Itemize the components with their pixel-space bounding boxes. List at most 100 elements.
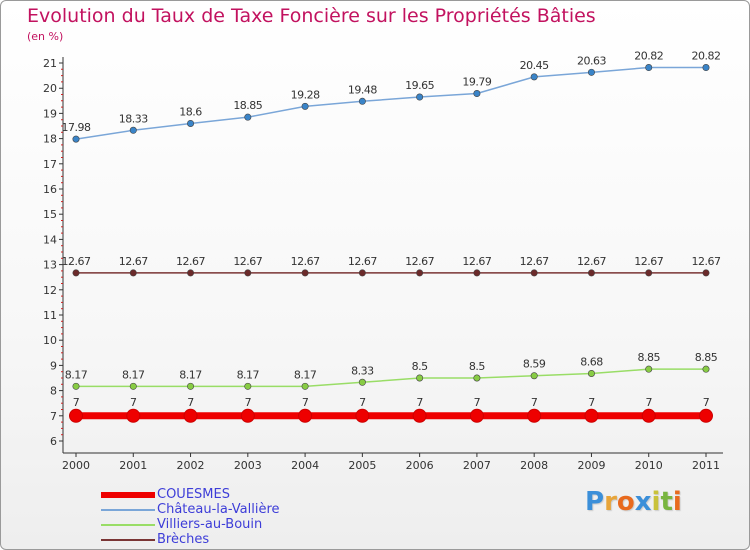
data-label: 12.67 <box>62 255 91 268</box>
logo-letter: P <box>585 487 605 517</box>
proxiti-logo: Proxiti <box>585 487 682 517</box>
point-series-2 <box>587 369 595 377</box>
point-series-3 <box>473 269 481 277</box>
x-tick-label: 2007 <box>463 459 491 472</box>
data-label: 12.67 <box>634 255 663 268</box>
point-series-2 <box>702 365 710 373</box>
data-label: 12.67 <box>692 255 721 268</box>
point-series-1 <box>416 93 424 101</box>
x-tick-label: 2005 <box>348 459 376 472</box>
y-tick-label: 13 <box>43 259 57 272</box>
data-label: 8.85 <box>695 351 718 364</box>
data-label: 12.67 <box>577 255 606 268</box>
data-label: 18.6 <box>179 105 202 118</box>
series-group <box>69 64 713 423</box>
data-label: 8.17 <box>179 368 202 381</box>
data-label: 17.98 <box>62 121 91 134</box>
y-tick-label: 10 <box>43 334 57 347</box>
y-tick-label: 8 <box>50 385 57 398</box>
point-series-3 <box>72 269 80 277</box>
point-series-1 <box>702 64 710 72</box>
point-series-2 <box>530 372 538 380</box>
point-couesmes <box>183 408 198 423</box>
data-label: 8.33 <box>351 364 374 377</box>
point-series-3 <box>702 269 710 277</box>
data-label: 12.67 <box>176 255 205 268</box>
point-couesmes <box>699 408 713 423</box>
data-label: 12.67 <box>291 255 320 268</box>
x-tick-label: 2006 <box>406 459 434 472</box>
logo-letter: r <box>604 487 617 517</box>
legend-swatch-couesmes <box>101 491 155 498</box>
point-series-3 <box>301 269 309 277</box>
data-label: 7 <box>703 396 710 409</box>
point-series-1 <box>244 113 252 121</box>
data-label: 8.17 <box>65 368 88 381</box>
legend-label-villiers: Villiers-au-Bouin <box>157 517 263 532</box>
x-tick-label: 2002 <box>177 459 205 472</box>
legend-item-villiers: Villiers-au-Bouin <box>101 517 280 532</box>
point-series-2 <box>72 382 80 390</box>
point-series-3 <box>530 269 538 277</box>
series-line-2 <box>76 368 706 388</box>
point-couesmes <box>412 408 427 423</box>
y-tick-label: 14 <box>43 233 57 246</box>
point-series-3 <box>129 269 137 277</box>
series-line-1 <box>75 66 706 140</box>
data-label: 20.82 <box>692 50 721 63</box>
point-couesmes <box>298 408 313 423</box>
data-label: 7 <box>416 396 423 409</box>
x-tick-label: 2003 <box>234 459 262 472</box>
y-tick-label: 6 <box>50 435 57 448</box>
x-tick-label: 2004 <box>291 459 319 472</box>
logo-letter: x <box>634 487 652 517</box>
point-couesmes <box>240 408 255 423</box>
data-label: 7 <box>474 396 481 409</box>
data-label: 8.17 <box>294 368 317 381</box>
data-label: 7 <box>187 396 194 409</box>
data-label: 20.45 <box>520 59 549 72</box>
point-couesmes <box>69 408 83 423</box>
point-series-3 <box>187 269 195 277</box>
data-label: 8.17 <box>237 368 260 381</box>
data-label: 7 <box>531 396 538 409</box>
x-tick-label: 2009 <box>577 459 605 472</box>
data-label: 12.67 <box>348 255 377 268</box>
data-label: 20.63 <box>577 54 606 67</box>
point-couesmes <box>355 408 370 423</box>
point-series-1 <box>72 135 80 143</box>
point-series-2 <box>645 365 653 373</box>
y-tick-label: 11 <box>43 309 57 322</box>
y-tick-label: 12 <box>43 284 57 297</box>
data-label: 12.67 <box>119 255 148 268</box>
legend-swatch-breches <box>101 538 155 541</box>
point-series-2 <box>358 378 366 386</box>
logo-letter: i <box>672 487 682 517</box>
point-series-1 <box>358 97 366 105</box>
point-series-2 <box>129 382 137 390</box>
point-series-2 <box>301 382 309 390</box>
point-series-2 <box>187 382 195 390</box>
y-tick-label: 7 <box>50 410 57 423</box>
data-label: 8.68 <box>580 355 603 368</box>
legend-item-chateau: Château-la-Vallière <box>101 502 280 517</box>
point-series-3 <box>416 269 424 277</box>
data-label: 8.5 <box>469 360 485 373</box>
data-label: 19.48 <box>348 83 377 96</box>
point-series-3 <box>587 269 595 277</box>
point-couesmes <box>584 408 599 423</box>
point-couesmes <box>641 408 656 423</box>
logo-letter: o <box>616 487 635 517</box>
point-couesmes <box>469 408 484 423</box>
data-labels: 17.98 18.33 18.6 18.85 19.28 19.48 19.65 19.79 2… <box>62 50 722 409</box>
x-tick-label: 2000 <box>62 459 90 472</box>
data-label: 8.59 <box>523 358 546 371</box>
point-series-1 <box>473 89 481 97</box>
y-tick-label: 21 <box>43 57 57 70</box>
axes: 6 7 8 9 10 11 12 13 14 15 16 17 18 19 20 21 2000 2001 2002… <box>43 57 723 472</box>
legend-label-couesmes: COUESMES <box>157 487 230 502</box>
logo-letter: i <box>651 487 661 517</box>
point-couesmes <box>126 408 141 423</box>
